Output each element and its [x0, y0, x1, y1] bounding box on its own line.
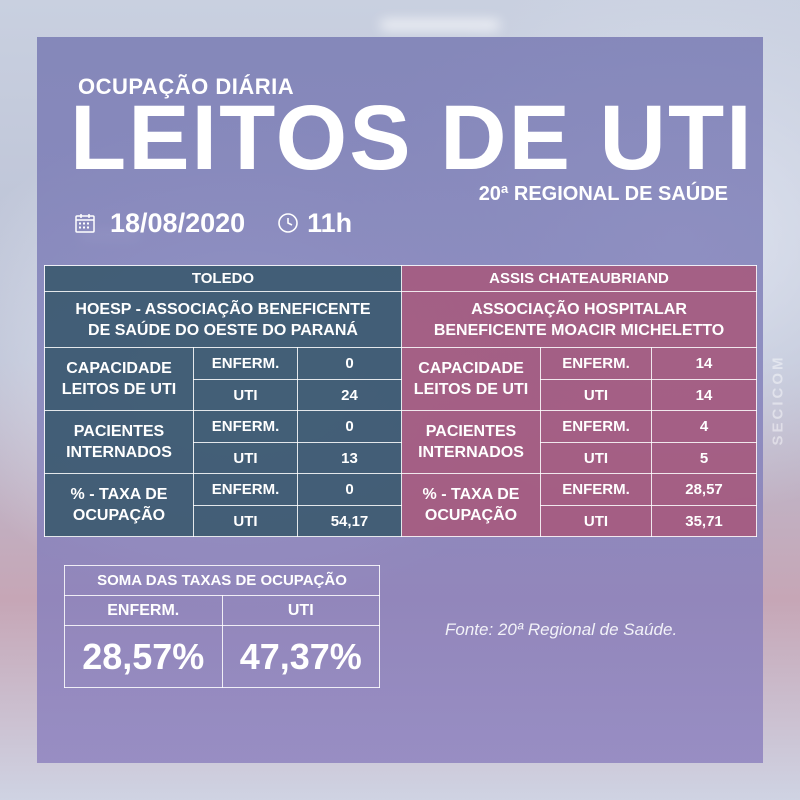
assis-hospital: ASSOCIAÇÃO HOSPITALAR BENEFICENTE MOACIR… — [400, 291, 758, 348]
assis-patients-label: PACIENTES INTERNADOS — [401, 410, 541, 474]
summary-uti-value: 47,37% — [221, 625, 380, 688]
calendar-icon — [75, 214, 95, 233]
toledo-capacity-enferm: 0 — [297, 347, 402, 380]
assis-capacity-uti: 14 — [650, 379, 758, 411]
assis-patients-enferm: 4 — [650, 410, 758, 443]
assis-rate-uti-label: UTI — [540, 505, 652, 537]
hospital-row: HOESP - ASSOCIAÇÃO BENEFICENTE DE SAÚDE … — [44, 291, 758, 348]
rate-row: % - TAXA DE OCUPAÇÃO ENFERM. 0 % - TAXA … — [44, 473, 758, 537]
toledo-patients-uti: 13 — [297, 442, 402, 474]
summary-enferm-value: 28,57% — [64, 625, 223, 688]
city-row: TOLEDO ASSIS CHATEAUBRIAND — [44, 265, 758, 292]
toledo-city: TOLEDO — [44, 265, 402, 292]
rate-uti-row: UTI 54,17 UTI 35,71 — [45, 505, 758, 537]
page-title: LEITOS DE UTI — [70, 87, 754, 189]
toledo-capacity-label: CAPACIDADE LEITOS DE UTI — [44, 347, 194, 411]
toledo-rate-enferm-label: ENFERM. — [193, 473, 298, 506]
assis-patients-uti-label: UTI — [540, 442, 652, 474]
background-light — [380, 20, 500, 30]
assis-capacity-label: CAPACIDADE LEITOS DE UTI — [401, 347, 541, 411]
toledo-patients-label: PACIENTES INTERNADOS — [44, 410, 194, 474]
toledo-rate-enferm: 0 — [297, 473, 402, 506]
toledo-rate-uti-label: UTI — [193, 505, 298, 537]
assis-capacity-uti-label: UTI — [540, 379, 652, 411]
assis-capacity-enferm: 14 — [650, 347, 758, 380]
assis-patients-uti: 5 — [650, 442, 758, 474]
summary-enferm-label: ENFERM. — [64, 595, 223, 626]
toledo-patients-uti-label: UTI — [193, 442, 298, 474]
assis-patients-enferm-label: ENFERM. — [540, 410, 652, 443]
hospital-table: TOLEDO ASSIS CHATEAUBRIAND HOESP - ASSOC… — [44, 265, 758, 537]
patients-row: PACIENTES INTERNADOS ENFERM. 0 PACIENTES… — [44, 410, 758, 474]
toledo-patients-enferm-label: ENFERM. — [193, 410, 298, 443]
kicker-title: OCUPAÇÃO DIÁRIA — [78, 74, 295, 99]
assis-capacity-enferm-label: ENFERM. — [540, 347, 652, 380]
toledo-hospital: HOESP - ASSOCIAÇÃO BENEFICENTE DE SAÚDE … — [44, 291, 402, 348]
toledo-rate-label: % - TAXA DE OCUPAÇÃO — [44, 473, 194, 537]
assis-rate-enferm: 28,57 — [650, 473, 758, 506]
toledo-capacity-uti: 24 — [297, 379, 402, 411]
source-note: Fonte: 20ª Regional de Saúde. — [445, 620, 678, 639]
capacity-row: CAPACIDADE LEITOS DE UTI ENFERM. 0 CAPAC… — [44, 347, 758, 411]
date-time-bar: 18/08/2020 11h — [74, 206, 352, 240]
clock-icon — [278, 213, 298, 233]
toledo-patients-enferm: 0 — [297, 410, 402, 443]
capacity-uti-row: UTI 24 UTI 14 — [45, 379, 758, 411]
regional-label: 20ª REGIONAL DE SAÚDE — [478, 183, 728, 205]
summary-table: SOMA DAS TAXAS DE OCUPAÇÃO ENFERM. UTI 2… — [64, 565, 380, 688]
assis-city: ASSIS CHATEAUBRIAND — [400, 265, 758, 292]
assis-rate-label: % - TAXA DE OCUPAÇÃO — [401, 473, 541, 537]
toledo-capacity-enferm-label: ENFERM. — [193, 347, 298, 380]
assis-rate-enferm-label: ENFERM. — [540, 473, 652, 506]
toledo-rate-uti: 54,17 — [297, 505, 402, 537]
side-credit: SECICOM — [769, 354, 787, 446]
patients-uti-row: UTI 13 UTI 5 — [45, 442, 758, 474]
summary-uti-label: UTI — [221, 595, 380, 626]
summary-title: SOMA DAS TAXAS DE OCUPAÇÃO — [64, 565, 380, 596]
toledo-capacity-uti-label: UTI — [193, 379, 298, 411]
assis-rate-uti: 35,71 — [650, 505, 758, 537]
time-text: 11h — [307, 207, 353, 238]
date-text: 18/08/2020 — [110, 207, 246, 238]
